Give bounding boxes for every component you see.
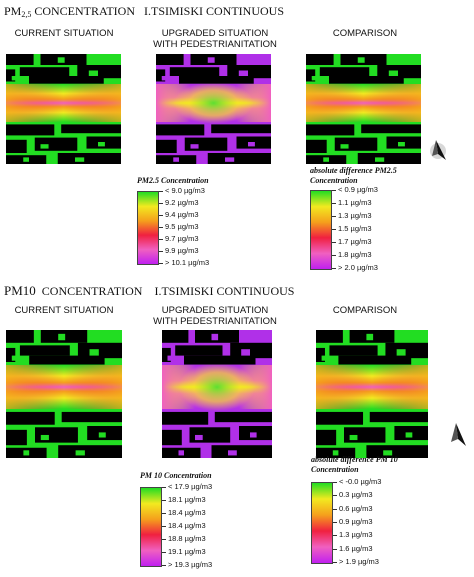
legend-tick (333, 509, 337, 510)
legend-tick (332, 216, 336, 217)
legend-label: 1.6 µg/m3 (339, 544, 373, 553)
section-title-pm10: PM10 CONCENTRATION I.TSIMISKI CONTINUOUS (4, 283, 295, 298)
panel-title-pm10-current: CURRENT SITUATION (14, 305, 114, 316)
map-pm10-comparison (316, 330, 428, 458)
map-pm25-upgraded (156, 54, 271, 164)
legend-title-pm25-diff: absolute difference PM2.5 Concentration (310, 166, 397, 185)
legend-tick (332, 229, 336, 230)
legend-tick (162, 539, 166, 540)
legend-label: 18.8 µg/m3 (168, 534, 206, 543)
legend-title-pm10-conc: PM 10 Concentration (140, 471, 212, 480)
legend-label: < 0.9 µg/m3 (338, 185, 378, 194)
legend-color-bar (137, 191, 159, 265)
legend-tick (333, 535, 337, 536)
legend-label: 9.5 µg/m3 (165, 222, 199, 231)
legend-label: 0.3 µg/m3 (339, 490, 373, 499)
legend-label: 0.6 µg/m3 (339, 504, 373, 513)
legend-color-bar (311, 482, 333, 564)
legend-tick (333, 522, 337, 523)
legend-label: 9.4 µg/m3 (165, 210, 199, 219)
legend-tick (332, 268, 336, 269)
legend-tick (159, 215, 163, 216)
legend-label: 18.1 µg/m3 (168, 495, 206, 504)
legend-label: < 17.9 µg/m3 (168, 482, 213, 491)
legend-tick (333, 495, 337, 496)
legend-color-bar (310, 190, 332, 270)
map-pm10-upgraded (162, 330, 272, 458)
legend-label: 9.2 µg/m3 (165, 198, 199, 207)
legend-label: < -0.0 µg/m3 (339, 477, 382, 486)
legend-label: < 9.0 µg/m3 (165, 186, 205, 195)
panel-title-pm25-comparison: COMPARISON (332, 28, 398, 39)
legend-tick (162, 500, 166, 501)
legend-label: 1.8 µg/m3 (338, 250, 372, 259)
legend-tick (162, 487, 166, 488)
panel-title-pm10-upgraded: UPGRADED SITUATION WITH PEDESTRIANITATIO… (153, 305, 277, 327)
legend-tick (332, 242, 336, 243)
north-arrow-icon (448, 420, 470, 455)
legend-label: > 2.0 µg/m3 (338, 263, 378, 272)
legend-color-bar (140, 487, 162, 567)
legend-tick (159, 227, 163, 228)
legend-title-pm10-diff: absolute difference PM 10 Concentration (311, 455, 398, 474)
legend-tick (332, 255, 336, 256)
legend-label: > 1.9 µg/m3 (339, 557, 379, 566)
legend-tick (333, 482, 337, 483)
legend-label: 18.4 µg/m3 (168, 521, 206, 530)
legend-tick (333, 549, 337, 550)
legend-tick (332, 190, 336, 191)
legend-label: 0.9 µg/m3 (339, 517, 373, 526)
legend-tick (159, 203, 163, 204)
legend-tick (162, 552, 166, 553)
legend-title-pm25-conc: PM2.5 Concentration (137, 176, 209, 185)
legend-label: 1.1 µg/m3 (338, 198, 372, 207)
north-arrow-icon (428, 136, 454, 171)
legend-label: 19.1 µg/m3 (168, 547, 206, 556)
legend-label: 1.3 µg/m3 (338, 211, 372, 220)
panel-title-pm25-current: CURRENT SITUATION (14, 28, 114, 39)
legend-label: > 10.1 µg/m3 (165, 258, 210, 267)
legend-tick (333, 562, 337, 563)
map-pm25-comparison (306, 54, 421, 164)
legend-tick (159, 263, 163, 264)
legend-tick (162, 565, 166, 566)
legend-tick (162, 526, 166, 527)
legend-label: 1.3 µg/m3 (339, 530, 373, 539)
legend-label: 18.4 µg/m3 (168, 508, 206, 517)
legend-label: 9.9 µg/m3 (165, 246, 199, 255)
panel-title-pm10-comparison: COMPARISON (332, 305, 398, 316)
legend-label: 9.7 µg/m3 (165, 234, 199, 243)
map-pm25-current (6, 54, 121, 164)
legend-tick (162, 513, 166, 514)
legend-tick (159, 191, 163, 192)
legend-label: 1.5 µg/m3 (338, 224, 372, 233)
legend-label: > 19.3 µg/m3 (168, 560, 213, 569)
legend-tick (159, 239, 163, 240)
panel-title-pm25-upgraded: UPGRADED SITUATION WITH PEDESTRIANITATIO… (153, 28, 277, 50)
legend-label: 1.7 µg/m3 (338, 237, 372, 246)
legend-tick (332, 203, 336, 204)
section-title-pm25: PM2,5 CONCENTRATION I.TSIMISKI CONTINUOU… (4, 4, 285, 19)
legend-tick (159, 251, 163, 252)
map-pm10-current (6, 330, 122, 458)
